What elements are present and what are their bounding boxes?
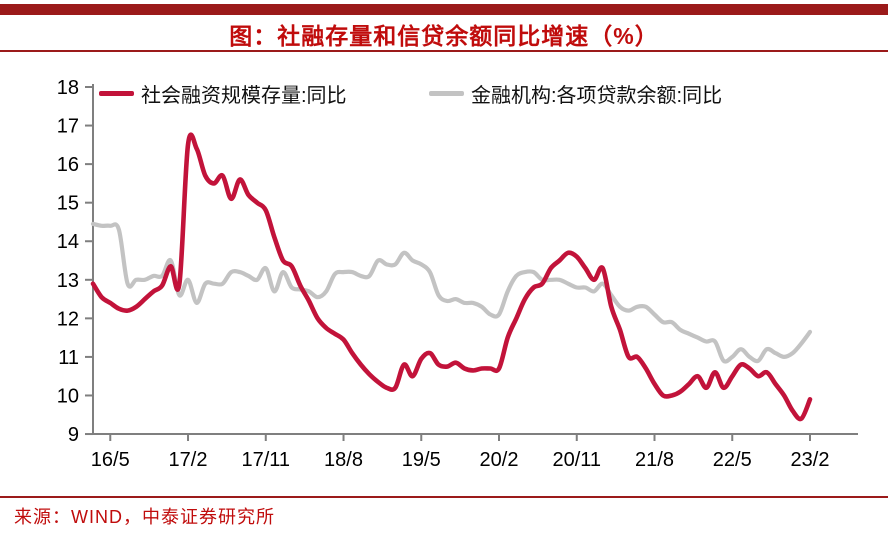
legend-item-sofi: 社会融资规模存量:同比 [99, 79, 347, 108]
source-note: 来源：WIND，中泰证券研究所 [14, 507, 275, 527]
footer-divider [0, 496, 888, 498]
y-tick-label: 11 [58, 347, 79, 369]
y-tick-label: 14 [57, 231, 79, 253]
y-tick-label: 16 [57, 154, 79, 176]
y-tick-label: 12 [57, 308, 79, 330]
x-tick-label: 17/11 [241, 449, 290, 471]
x-tick-label: 18/8 [324, 449, 363, 471]
x-tick-label: 20/11 [552, 449, 601, 471]
page-title: 图：社融存量和信贷余额同比增速（%） [229, 23, 659, 49]
x-tick-label: 22/5 [713, 449, 752, 471]
chart-legend: 社会融资规模存量:同比 金融机构:各项贷款余额:同比 [0, 79, 888, 107]
x-tick-label: 17/2 [169, 449, 208, 471]
sofi-legend-label: 社会融资规模存量:同比 [141, 85, 347, 107]
sofi-legend-swatch [99, 91, 134, 96]
y-tick-label: 10 [57, 385, 79, 407]
x-tick-label: 23/2 [791, 449, 830, 471]
y-tick-label: 13 [57, 270, 79, 292]
loans-legend-swatch [429, 91, 464, 96]
x-tick-label: 16/5 [91, 449, 130, 471]
x-tick-label: 21/8 [635, 449, 674, 471]
title-divider [0, 50, 888, 52]
x-tick-label: 19/5 [402, 449, 441, 471]
y-tick-label: 17 [57, 116, 79, 138]
series-line-sofi [90, 132, 813, 422]
top-accent-bar [0, 4, 888, 15]
legend-item-loans: 金融机构:各项贷款余额:同比 [429, 79, 722, 108]
loans-legend-label: 金融机构:各项贷款余额:同比 [471, 85, 723, 107]
y-tick-label: 9 [68, 424, 79, 446]
y-tick-label: 15 [57, 193, 79, 215]
x-tick-label: 20/2 [480, 449, 519, 471]
series-line-loans [90, 221, 813, 364]
y-tick-label: 18 [57, 77, 79, 99]
